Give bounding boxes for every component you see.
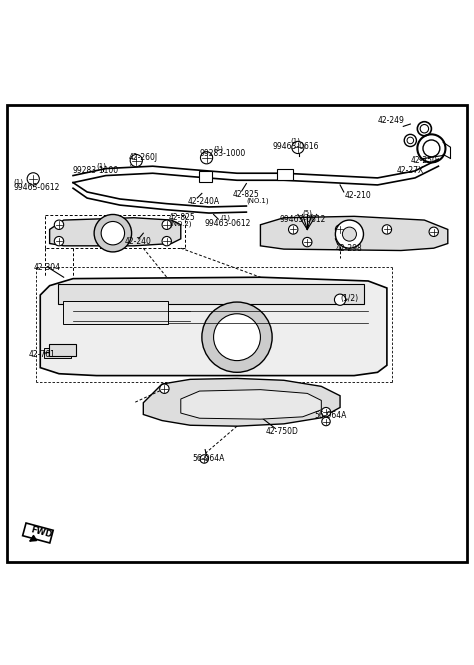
Text: 99463-0616: 99463-0616 bbox=[272, 142, 319, 150]
Circle shape bbox=[289, 225, 298, 234]
Text: FWD: FWD bbox=[30, 525, 54, 540]
Circle shape bbox=[407, 137, 414, 144]
Text: 99283-1000: 99283-1000 bbox=[200, 149, 246, 158]
Text: (1/2): (1/2) bbox=[340, 295, 358, 303]
Circle shape bbox=[302, 237, 312, 247]
Circle shape bbox=[130, 154, 142, 167]
Text: 42-298: 42-298 bbox=[336, 243, 362, 253]
Polygon shape bbox=[50, 217, 181, 246]
Circle shape bbox=[162, 237, 172, 246]
Circle shape bbox=[55, 237, 64, 246]
Circle shape bbox=[429, 227, 438, 237]
Text: 99463-0612: 99463-0612 bbox=[13, 183, 59, 192]
Text: 42-250: 42-250 bbox=[410, 156, 437, 165]
Text: (NO.2): (NO.2) bbox=[169, 221, 191, 227]
Circle shape bbox=[94, 214, 132, 252]
Polygon shape bbox=[260, 216, 448, 251]
Text: 42-240: 42-240 bbox=[125, 237, 152, 245]
Circle shape bbox=[162, 220, 172, 229]
Text: 56-964A: 56-964A bbox=[314, 412, 346, 420]
Circle shape bbox=[336, 220, 364, 248]
Polygon shape bbox=[40, 277, 387, 376]
Text: 56-964A: 56-964A bbox=[192, 454, 225, 464]
Text: 42-210: 42-210 bbox=[345, 192, 372, 200]
Text: (NO.1): (NO.1) bbox=[246, 197, 269, 203]
Text: (1): (1) bbox=[214, 145, 224, 152]
Text: (1): (1) bbox=[220, 215, 231, 221]
FancyBboxPatch shape bbox=[49, 344, 76, 356]
Circle shape bbox=[342, 227, 356, 241]
Text: (5): (5) bbox=[302, 209, 312, 216]
Circle shape bbox=[201, 152, 213, 164]
Text: 99463-0612: 99463-0612 bbox=[204, 219, 251, 228]
Polygon shape bbox=[181, 390, 321, 419]
Text: 42-260J: 42-260J bbox=[128, 153, 157, 162]
Text: 99283-1100: 99283-1100 bbox=[72, 166, 118, 176]
Polygon shape bbox=[143, 378, 340, 426]
Text: (1): (1) bbox=[13, 178, 23, 185]
FancyBboxPatch shape bbox=[45, 348, 71, 358]
Circle shape bbox=[214, 314, 260, 360]
Circle shape bbox=[101, 221, 125, 245]
Text: 42-240A: 42-240A bbox=[188, 197, 220, 206]
Text: 42-249: 42-249 bbox=[377, 116, 404, 125]
Circle shape bbox=[382, 225, 392, 234]
Text: 42-825: 42-825 bbox=[232, 190, 259, 199]
Text: 42-761: 42-761 bbox=[28, 350, 55, 359]
Circle shape bbox=[202, 302, 272, 372]
FancyBboxPatch shape bbox=[63, 301, 168, 324]
Circle shape bbox=[423, 140, 440, 157]
Circle shape bbox=[420, 124, 428, 133]
Circle shape bbox=[321, 408, 331, 417]
FancyBboxPatch shape bbox=[277, 169, 293, 180]
FancyBboxPatch shape bbox=[199, 172, 212, 182]
Circle shape bbox=[335, 294, 346, 305]
Text: (1): (1) bbox=[291, 137, 301, 144]
Polygon shape bbox=[23, 523, 53, 543]
Text: 42-750D: 42-750D bbox=[266, 428, 299, 436]
Text: 42-304: 42-304 bbox=[33, 263, 60, 273]
Circle shape bbox=[160, 384, 169, 394]
FancyBboxPatch shape bbox=[8, 105, 466, 562]
Circle shape bbox=[55, 220, 64, 229]
Text: 42-27X: 42-27X bbox=[396, 166, 424, 176]
Text: (1): (1) bbox=[97, 162, 107, 168]
Circle shape bbox=[336, 225, 345, 234]
Text: 42-825: 42-825 bbox=[169, 213, 196, 222]
Circle shape bbox=[27, 173, 39, 185]
FancyBboxPatch shape bbox=[58, 284, 365, 305]
Text: 99463-0612: 99463-0612 bbox=[279, 215, 326, 223]
Circle shape bbox=[200, 455, 209, 464]
Circle shape bbox=[292, 142, 304, 154]
Circle shape bbox=[322, 418, 330, 426]
